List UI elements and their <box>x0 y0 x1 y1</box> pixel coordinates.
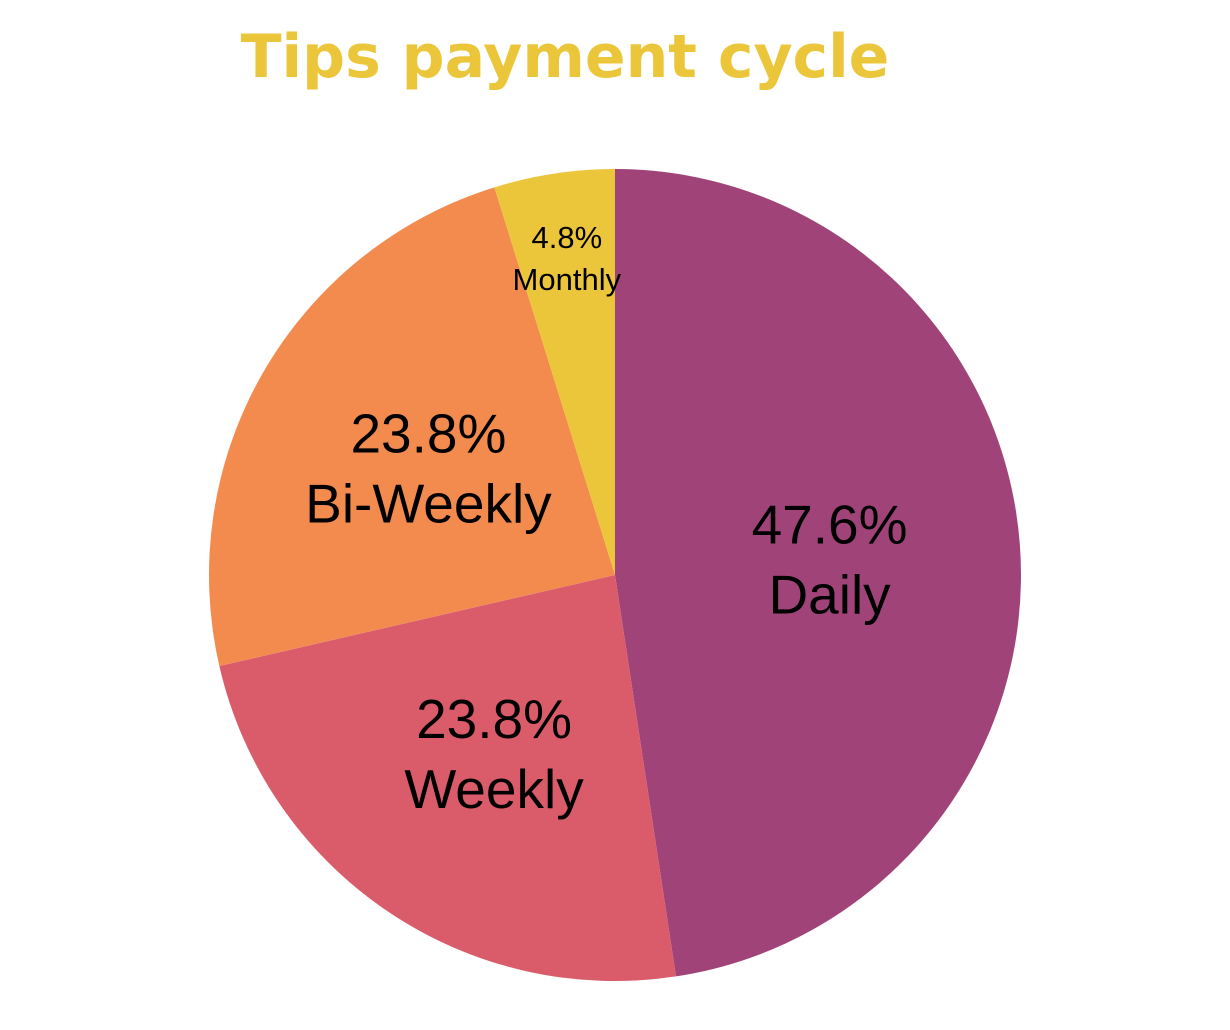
pie-slice-labels: 47.6% Daily 23.8% Weekly 23.8% Bi-Weekly 4.8% M… <box>305 220 907 820</box>
chart-title: Tips payment cycle <box>241 22 890 92</box>
slice-category-label: Bi-Weekly <box>305 473 552 535</box>
slice-category-label: Weekly <box>404 758 584 820</box>
slice-percent-label: 23.8% <box>416 688 572 750</box>
slice-percent-label: 4.8% <box>531 220 602 255</box>
slice-category-label: Daily <box>768 564 891 626</box>
pie-slice-daily <box>615 169 1021 977</box>
slice-percent-label: 23.8% <box>350 403 506 465</box>
pie-slices <box>208 169 1021 981</box>
slice-percent-label: 47.6% <box>752 494 908 556</box>
pie-slice-weekly <box>219 575 676 981</box>
pie-slice-monthly <box>494 169 615 575</box>
slice-category-label: Monthly <box>513 262 622 297</box>
pie-slice-bi-weekly <box>208 187 615 667</box>
